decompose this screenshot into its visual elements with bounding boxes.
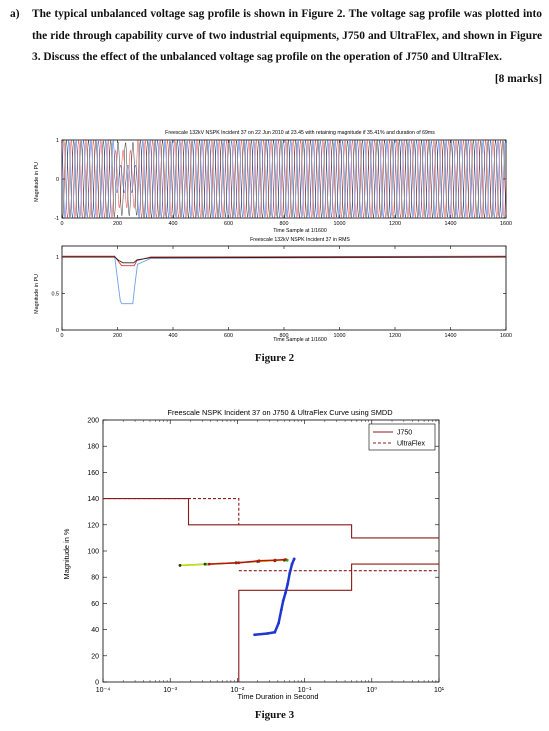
fig3-sag-point <box>253 633 256 637</box>
fig3-sag-point <box>257 559 261 563</box>
fig2-top-y-tick-label: 1 <box>56 138 59 144</box>
fig2-bottom-axes-frame <box>61 245 507 331</box>
fig3-sag-point <box>237 561 241 565</box>
fig2-bottom-x-tick-label: 400 <box>169 333 178 339</box>
fig3-y-tick-label: 0 <box>95 680 99 687</box>
fig2-bottom-x-tick-label: 1200 <box>389 333 401 339</box>
fig3-y-tick-label: 160 <box>87 470 99 477</box>
figure2-bottom-xlabel: Time Sample at 1/1600 <box>273 337 327 343</box>
fig3-y-tick-label: 100 <box>87 549 99 556</box>
fig2-bottom-x-tick-label: 1000 <box>334 333 346 339</box>
fig3-series-j750-line <box>103 498 439 539</box>
fig3-sag-point <box>277 621 280 625</box>
fig2-top-y-tick-label: -1 <box>54 216 59 222</box>
figure2-waveform-chart: Freescale 132kV NSPK Incident 37 on 22 J… <box>34 130 512 234</box>
figure3-xlabel: Time Duration in Second <box>237 692 318 701</box>
figure3-caption: Figure 3 <box>254 709 295 721</box>
question-label: a) <box>10 8 20 20</box>
fig2-top-x-tick-label: 1400 <box>445 221 457 227</box>
fig2-top-x-tick-label: 200 <box>113 221 122 227</box>
fig3-sag-point <box>207 562 211 566</box>
fig2-top-y-tick-label: 0 <box>56 177 59 183</box>
fig3-sag-point <box>284 558 287 561</box>
fig2-top-x-tick-label: 0 <box>61 221 64 227</box>
fig3-sag-point <box>286 582 290 586</box>
fig3-sag-point <box>288 571 292 575</box>
figure2-top-xlabel: Time Sample at 1/1600 <box>273 228 327 234</box>
fig3-sag-point <box>284 591 287 595</box>
figure2-bottom-ylabel: Magnitude in PU <box>34 274 40 314</box>
fig2-top-x-tick-label: 800 <box>280 221 289 227</box>
fig3-y-tick-label: 200 <box>87 418 99 425</box>
figure3-ride-through-chart: Freescale NSPK Incident 37 on J750 & Ult… <box>62 408 445 701</box>
fig3-sag-point <box>273 558 277 562</box>
fig3-legend-ultraflex-label: UltraFlex <box>397 441 426 448</box>
question-block: a) The typical unbalanced voltage sag pr… <box>10 4 542 90</box>
fig3-x-tick-label: 10⁻⁴ <box>96 687 111 694</box>
fig3-sag-point <box>203 562 207 566</box>
fig2-top-x-tick-label: 1200 <box>389 221 401 227</box>
fig3-y-tick-label: 180 <box>87 444 99 451</box>
fig2-bottom-x-tick-label: 0 <box>61 333 64 339</box>
fig3-y-tick-label: 120 <box>87 522 99 529</box>
figure3-title: Freescale NSPK Incident 37 on J750 & Ult… <box>167 408 392 417</box>
fig2-top-phase-line <box>61 139 507 219</box>
fig2-bottom-y-tick-label: 1 <box>56 255 59 261</box>
fig3-x-tick-label: 10⁻¹ <box>298 687 312 694</box>
fig3-axes-frame <box>102 419 440 683</box>
fig2-top-phase-line <box>61 140 507 218</box>
fig3-sag-point <box>281 599 285 603</box>
fig2-bottom-rms-line <box>62 256 507 305</box>
fig3-y-tick-label: 140 <box>87 496 99 503</box>
fig3-y-tick-label: 60 <box>91 601 99 608</box>
figure2-caption: Figure 2 <box>254 352 295 364</box>
fig3-sag-point <box>273 630 277 634</box>
figure3-ylabel: Magnitude in % <box>62 528 71 579</box>
fig2-top-phase-line <box>61 140 507 218</box>
fig2-top-x-tick-label: 1000 <box>334 221 346 227</box>
fig2-bottom-x-tick-label: 1400 <box>445 333 457 339</box>
figure2-top-title: Freescale 132kV NSPK Incident 37 on 22 J… <box>165 130 435 136</box>
fig3-legend-box <box>368 423 436 451</box>
figure2-top-ylabel: Magnitude in PU <box>34 162 40 202</box>
fig2-bottom-y-tick-label: 0 <box>56 328 59 334</box>
fig2-top-x-tick-label: 400 <box>169 221 178 227</box>
question-text: The typical unbalanced voltage sag profi… <box>32 8 542 63</box>
fig2-top-x-tick-label: 1600 <box>500 221 512 227</box>
fig3-series-j750-line <box>238 563 439 682</box>
fig3-series-ultraflex-line <box>103 498 240 525</box>
fig2-bottom-x-tick-label: 200 <box>113 333 122 339</box>
fig3-x-tick-label: 10¹ <box>434 687 445 694</box>
fig3-x-tick-label: 10⁻³ <box>163 687 177 694</box>
question-text-block: The typical unbalanced voltage sag profi… <box>32 4 542 90</box>
fig2-bottom-x-tick-label: 600 <box>224 333 233 339</box>
fig3-y-tick-label: 20 <box>91 653 99 660</box>
fig3-legend-j750-label: J750 <box>397 430 412 437</box>
fig2-bottom-x-tick-label: 1600 <box>500 333 512 339</box>
figure2-bottom-title: Freescale 132kV NSPK Incident 37 in RMS <box>250 237 350 243</box>
fig3-sag-point <box>290 562 294 566</box>
fig3-sag-point <box>178 564 182 567</box>
fig3-y-tick-label: 40 <box>91 627 99 634</box>
fig3-sag-point <box>292 557 296 561</box>
fig3-sag-point <box>266 632 269 635</box>
fig2-bottom-rms-line <box>62 256 507 264</box>
fig2-bottom-x-tick-label: 800 <box>280 333 289 339</box>
fig3-y-tick-label: 80 <box>91 575 99 582</box>
question-marks: [8 marks] <box>494 72 542 85</box>
fig2-bottom-y-tick-label: 0.5 <box>52 291 60 297</box>
figure2-rms-chart: Freescale 132kV NSPK Incident 37 in RMS … <box>34 237 512 343</box>
fig2-top-x-tick-label: 600 <box>224 221 233 227</box>
fig3-x-tick-label: 10⁰ <box>367 686 378 694</box>
fig3-sag-point <box>279 608 283 612</box>
fig3-x-tick-label: 10⁻² <box>230 687 244 694</box>
